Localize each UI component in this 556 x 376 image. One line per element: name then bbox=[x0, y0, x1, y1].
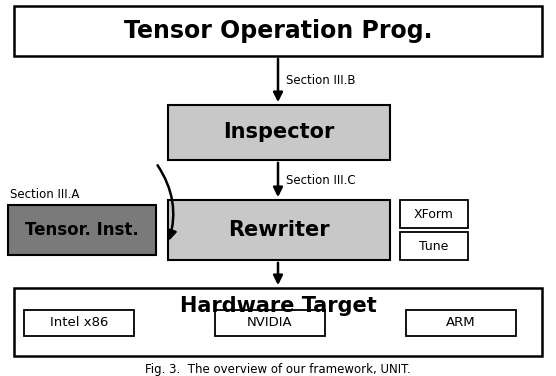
Text: Section III.A: Section III.A bbox=[10, 188, 80, 202]
Text: Fig. 3.  The overview of our framework, UNIT.: Fig. 3. The overview of our framework, U… bbox=[145, 364, 411, 376]
Text: Inspector: Inspector bbox=[224, 123, 335, 143]
Bar bbox=[215, 310, 325, 336]
Bar bbox=[8, 205, 156, 255]
Text: Hardware Target: Hardware Target bbox=[180, 296, 376, 316]
Text: Intel x86: Intel x86 bbox=[50, 317, 108, 329]
Text: NVIDIA: NVIDIA bbox=[247, 317, 293, 329]
Text: Section III.C: Section III.C bbox=[286, 173, 356, 186]
Bar bbox=[168, 200, 390, 260]
FancyArrowPatch shape bbox=[157, 165, 176, 238]
Bar bbox=[406, 310, 516, 336]
Bar bbox=[400, 200, 468, 228]
Text: Section III.B: Section III.B bbox=[286, 74, 355, 87]
Bar bbox=[24, 310, 134, 336]
Bar bbox=[168, 105, 390, 160]
Bar bbox=[400, 232, 468, 260]
Text: XForm: XForm bbox=[414, 208, 454, 220]
Text: ARM: ARM bbox=[446, 317, 476, 329]
Text: Tensor. Inst.: Tensor. Inst. bbox=[25, 221, 139, 239]
Text: Tune: Tune bbox=[419, 240, 449, 253]
Text: Rewriter: Rewriter bbox=[228, 220, 330, 240]
Bar bbox=[14, 6, 542, 56]
Bar bbox=[14, 288, 542, 356]
Text: Tensor Operation Prog.: Tensor Operation Prog. bbox=[124, 19, 432, 43]
